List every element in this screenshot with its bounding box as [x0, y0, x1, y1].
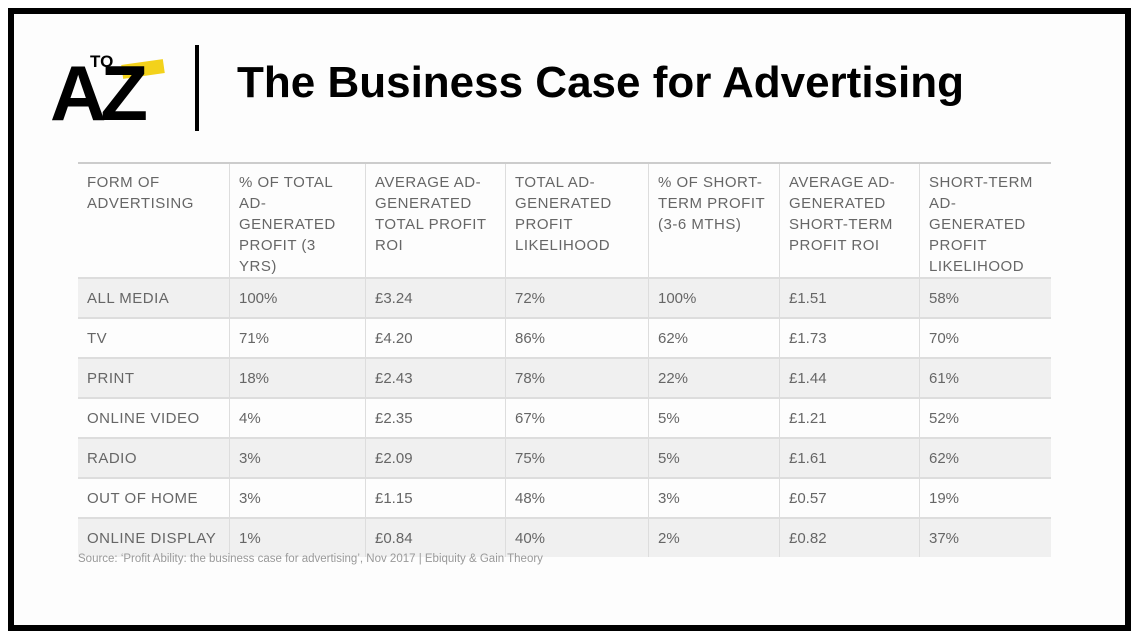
table-row: RADIO 3% £2.09 75% 5% £1.61 62% — [78, 437, 1051, 478]
logo-large: AZ — [50, 49, 148, 137]
column-header: TOTAL AD-GENERATED PROFIT LIKELIHOOD — [505, 162, 649, 278]
cell: 5% — [648, 437, 780, 478]
cell: 3% — [229, 437, 366, 478]
cell: 67% — [505, 397, 649, 438]
column-header: AVERAGE AD-GENERATED SHORT-TERM PROFIT R… — [779, 162, 920, 278]
cell: 3% — [229, 477, 366, 518]
column-header: AVERAGE AD-GENERATED TOTAL PROFIT ROI — [365, 162, 506, 278]
logo-small: TO — [90, 52, 114, 71]
divider — [195, 45, 199, 131]
cell: 100% — [229, 277, 366, 318]
column-header: SHORT-TERM AD-GENERATED PROFIT LIKELIHOO… — [919, 162, 1051, 278]
column-header: FORM OF ADVERTISING — [78, 162, 230, 278]
cell: £0.82 — [779, 517, 920, 557]
row-label: PRINT — [78, 357, 230, 398]
row-label: TV — [78, 317, 230, 358]
source: Source: ‘Profit Ability: the business ca… — [78, 553, 543, 565]
cell: £2.09 — [365, 437, 506, 478]
title: The Business Case for Advertising — [237, 58, 965, 107]
row-label: ONLINE VIDEO — [78, 397, 230, 438]
cell: 78% — [505, 357, 649, 398]
cell: 70% — [919, 317, 1051, 358]
cell: £0.57 — [779, 477, 920, 518]
cell: 22% — [648, 357, 780, 398]
cell: £0.84 — [365, 517, 506, 557]
table-row: TV 71% £4.20 86% 62% £1.73 70% — [78, 317, 1051, 358]
cell: £1.15 — [365, 477, 506, 518]
table: FORM OF ADVERTISING% OF TOTAL AD-GENERAT… — [78, 162, 1051, 557]
row-label: ALL MEDIA — [78, 277, 230, 318]
cell: £3.24 — [365, 277, 506, 318]
cell: £1.44 — [779, 357, 920, 398]
table-body: ALL MEDIA 100% £3.24 72% 100% £1.51 58% TV 71% £4… — [78, 277, 1051, 557]
row-label: ONLINE DISPLAY — [78, 517, 230, 557]
cell: 75% — [505, 437, 649, 478]
table-row: ONLINE DISPLAY 1% £0.84 40% 2% £0.82 37% — [78, 517, 1051, 557]
cell: 19% — [919, 477, 1051, 518]
cell: 3% — [648, 477, 780, 518]
cell: 71% — [229, 317, 366, 358]
cell: £1.73 — [779, 317, 920, 358]
cell: £1.51 — [779, 277, 920, 318]
cell: £2.43 — [365, 357, 506, 398]
cell: £2.35 — [365, 397, 506, 438]
cell: 40% — [505, 517, 649, 557]
cell: 61% — [919, 357, 1051, 398]
column-header: % OF TOTAL AD-GENERATED PROFIT (3 YRS) — [229, 162, 366, 278]
row-label: RADIO — [78, 437, 230, 478]
row-label: OUT OF HOME — [78, 477, 230, 518]
cell: 48% — [505, 477, 649, 518]
cell: 2% — [648, 517, 780, 557]
cell: 72% — [505, 277, 649, 318]
cell: 52% — [919, 397, 1051, 438]
cell: £1.21 — [779, 397, 920, 438]
header-row: FORM OF ADVERTISING% OF TOTAL AD-GENERAT… — [78, 162, 1051, 278]
cell: 18% — [229, 357, 366, 398]
cell: £4.20 — [365, 317, 506, 358]
column-header: % OF SHORT-TERM PROFIT (3-6 MTHS) — [648, 162, 780, 278]
cell: 37% — [919, 517, 1051, 557]
cell: 5% — [648, 397, 780, 438]
table-row: OUT OF HOME 3% £1.15 48% 3% £0.57 19% — [78, 477, 1051, 518]
cell: £1.61 — [779, 437, 920, 478]
cell: 4% — [229, 397, 366, 438]
cell: 62% — [648, 317, 780, 358]
table-row: ONLINE VIDEO 4% £2.35 67% 5% £1.21 52% — [78, 397, 1051, 438]
table-row: ALL MEDIA 100% £3.24 72% 100% £1.51 58% — [78, 277, 1051, 318]
cell: 86% — [505, 317, 649, 358]
cell: 1% — [229, 517, 366, 557]
table-row: PRINT 18% £2.43 78% 22% £1.44 61% — [78, 357, 1051, 398]
cell: 100% — [648, 277, 780, 318]
cell: 58% — [919, 277, 1051, 318]
cell: 62% — [919, 437, 1051, 478]
